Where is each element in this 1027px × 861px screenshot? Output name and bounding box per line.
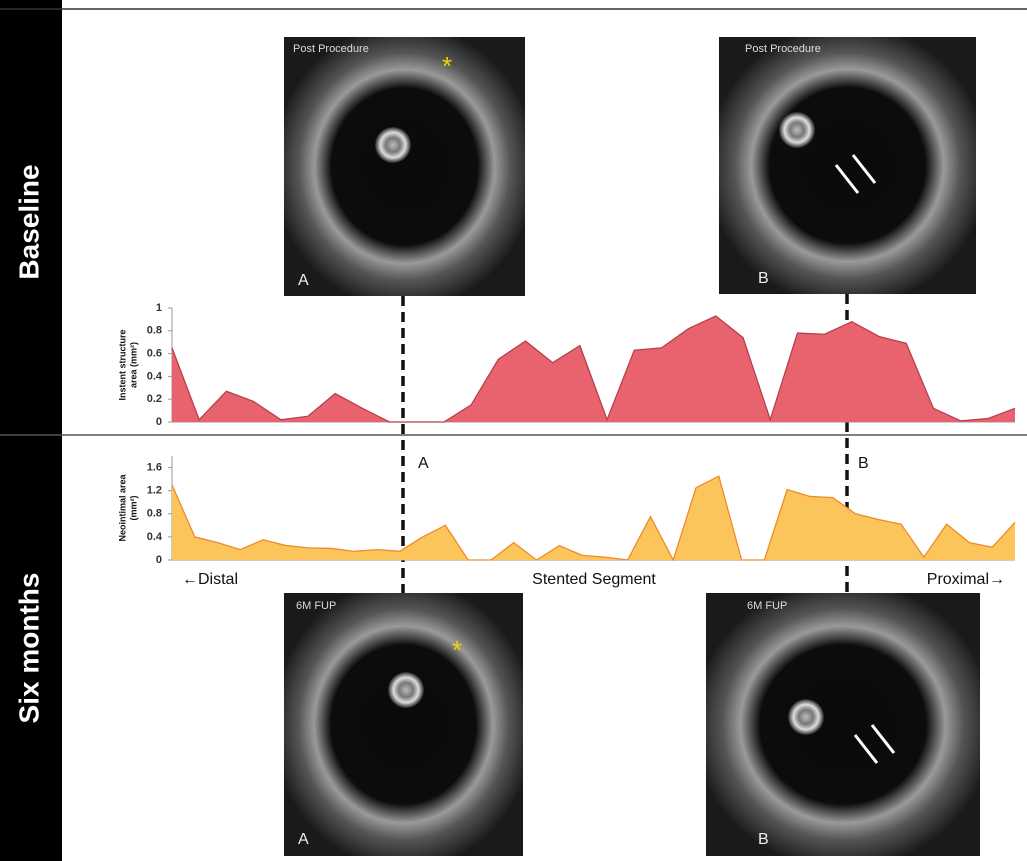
image-letter: A: [298, 831, 309, 848]
image-caption: Post Procedure: [745, 43, 821, 55]
image-marker: *: [442, 51, 452, 81]
area-edge: [171, 315, 1016, 423]
y-tick-label: 0.6: [147, 348, 162, 360]
y-axis-label: area (mm²): [128, 342, 138, 388]
oct-image: 6M FUP A *: [284, 593, 523, 856]
oct-image: 6M FUP B: [706, 593, 980, 856]
image-caption: 6M FUP: [296, 600, 336, 612]
y-tick-label: 1: [156, 302, 162, 314]
x-annotation: Stented Segment: [532, 571, 656, 588]
image-caption: Post Procedure: [293, 43, 369, 55]
section-label: Baseline: [13, 164, 44, 279]
y-axis-label: Neointimal area: [117, 473, 127, 541]
x-annotation: Proximal→: [927, 571, 1005, 588]
y-tick-label: 0: [156, 554, 162, 566]
cut-label: A: [418, 455, 429, 472]
x-annotation: ←Distal: [182, 571, 238, 588]
y-tick-label: 0.8: [147, 325, 162, 337]
y-tick-label: 0: [156, 416, 162, 428]
area: [172, 315, 1015, 422]
y-tick-label: 1.6: [147, 461, 162, 473]
side-bar: [0, 0, 62, 861]
y-axis-label: Instent structure: [117, 329, 127, 400]
area: [172, 476, 1015, 560]
y-tick-label: 0.2: [147, 393, 162, 405]
y-tick-label: 0.8: [147, 508, 162, 520]
y-tick-label: 0.4: [147, 370, 163, 382]
image-marker: *: [452, 635, 462, 665]
area-edge: [171, 475, 1016, 562]
cut-label: B: [858, 455, 869, 472]
image-caption: 6M FUP: [747, 600, 787, 612]
oct-image: Post Procedure A *: [284, 37, 525, 296]
image-letter: A: [298, 272, 309, 289]
image-letter: B: [758, 831, 769, 848]
y-tick-label: 0.4: [147, 531, 163, 543]
y-tick-label: 1.2: [147, 485, 162, 497]
section-label: Six months: [13, 573, 44, 724]
image-letter: B: [758, 270, 769, 287]
oct-image: Post Procedure B: [719, 37, 976, 294]
y-axis-label: (mm²): [128, 496, 138, 521]
